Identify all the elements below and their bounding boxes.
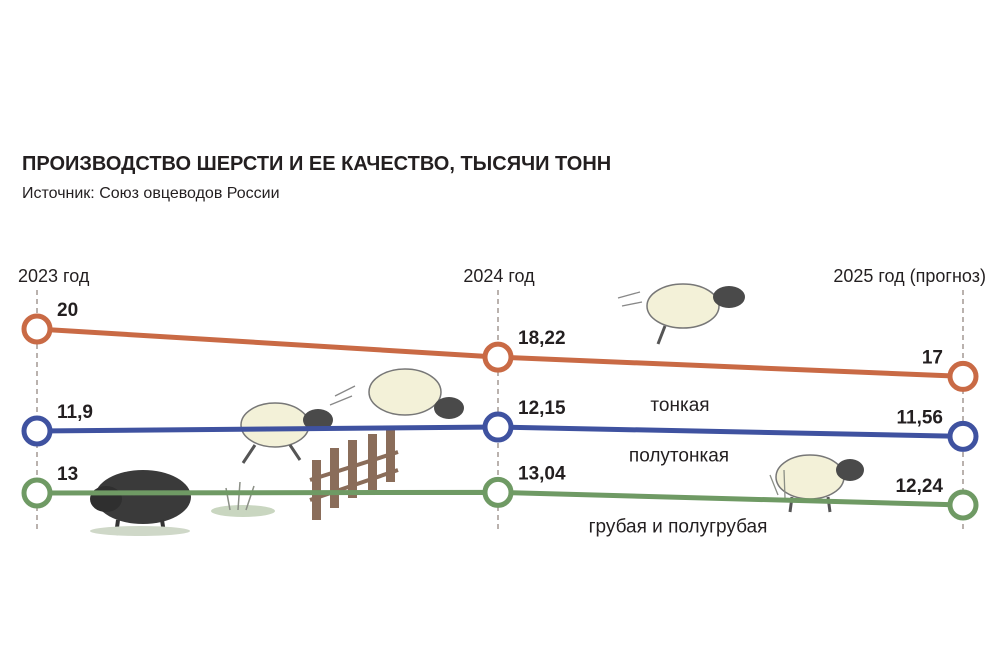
series-name-labels: тонкая полутонкая грубая и полугрубая bbox=[589, 395, 768, 538]
year-labels: 2023 год 2024 год 2025 год (прогноз) bbox=[18, 266, 986, 286]
data-point-1-1 bbox=[482, 411, 514, 443]
data-point-1-0 bbox=[21, 415, 53, 447]
chart-title: ПРОИЗВОДСТВО ШЕРСТИ И ЕЕ КАЧЕСТВО, ТЫСЯЧ… bbox=[22, 153, 611, 175]
series-name-2: грубая и полугрубая bbox=[589, 517, 768, 538]
data-point-2-0 bbox=[21, 477, 53, 509]
data-point-0-2 bbox=[947, 360, 979, 392]
value-labels: 20 18,22 17 11,9 12,15 11,56 13 13,04 12,24 bbox=[57, 300, 943, 497]
data-point-1-2 bbox=[947, 420, 979, 452]
leaping-sheep-illustration bbox=[329, 368, 464, 419]
fence-illustration bbox=[309, 428, 399, 520]
value-label-0-1: 18,22 bbox=[518, 328, 566, 349]
value-label-2-0: 13 bbox=[57, 464, 78, 485]
value-label-0-2: 17 bbox=[922, 347, 943, 368]
floating-sheep-illustration bbox=[617, 283, 745, 345]
year-label-2: 2025 год (прогноз) bbox=[833, 266, 986, 286]
black-sheep-illustration bbox=[90, 470, 191, 536]
value-label-0-0: 20 bbox=[57, 300, 78, 321]
series-name-1: полутонкая bbox=[629, 446, 729, 467]
grass-illustration bbox=[211, 481, 275, 517]
value-label-2-1: 13,04 bbox=[518, 463, 566, 484]
data-point-0-0 bbox=[21, 313, 53, 345]
standing-sheep-illustration bbox=[769, 454, 864, 513]
chart-subtitle: Источник: Союз овцеводов России bbox=[22, 185, 280, 202]
series-markers bbox=[21, 313, 979, 521]
value-label-1-1: 12,15 bbox=[518, 398, 566, 419]
value-label-1-2: 11,56 bbox=[897, 407, 944, 428]
data-point-2-1 bbox=[482, 476, 514, 508]
jumping-sheep-illustration bbox=[240, 402, 333, 464]
series-name-0: тонкая bbox=[650, 395, 709, 416]
data-point-2-2 bbox=[947, 489, 979, 521]
value-label-2-2: 12,24 bbox=[895, 476, 943, 497]
value-label-1-0: 11,9 bbox=[57, 402, 93, 423]
data-point-0-1 bbox=[482, 341, 514, 373]
year-label-1: 2024 год bbox=[463, 266, 535, 286]
year-label-0: 2023 год bbox=[18, 266, 90, 286]
